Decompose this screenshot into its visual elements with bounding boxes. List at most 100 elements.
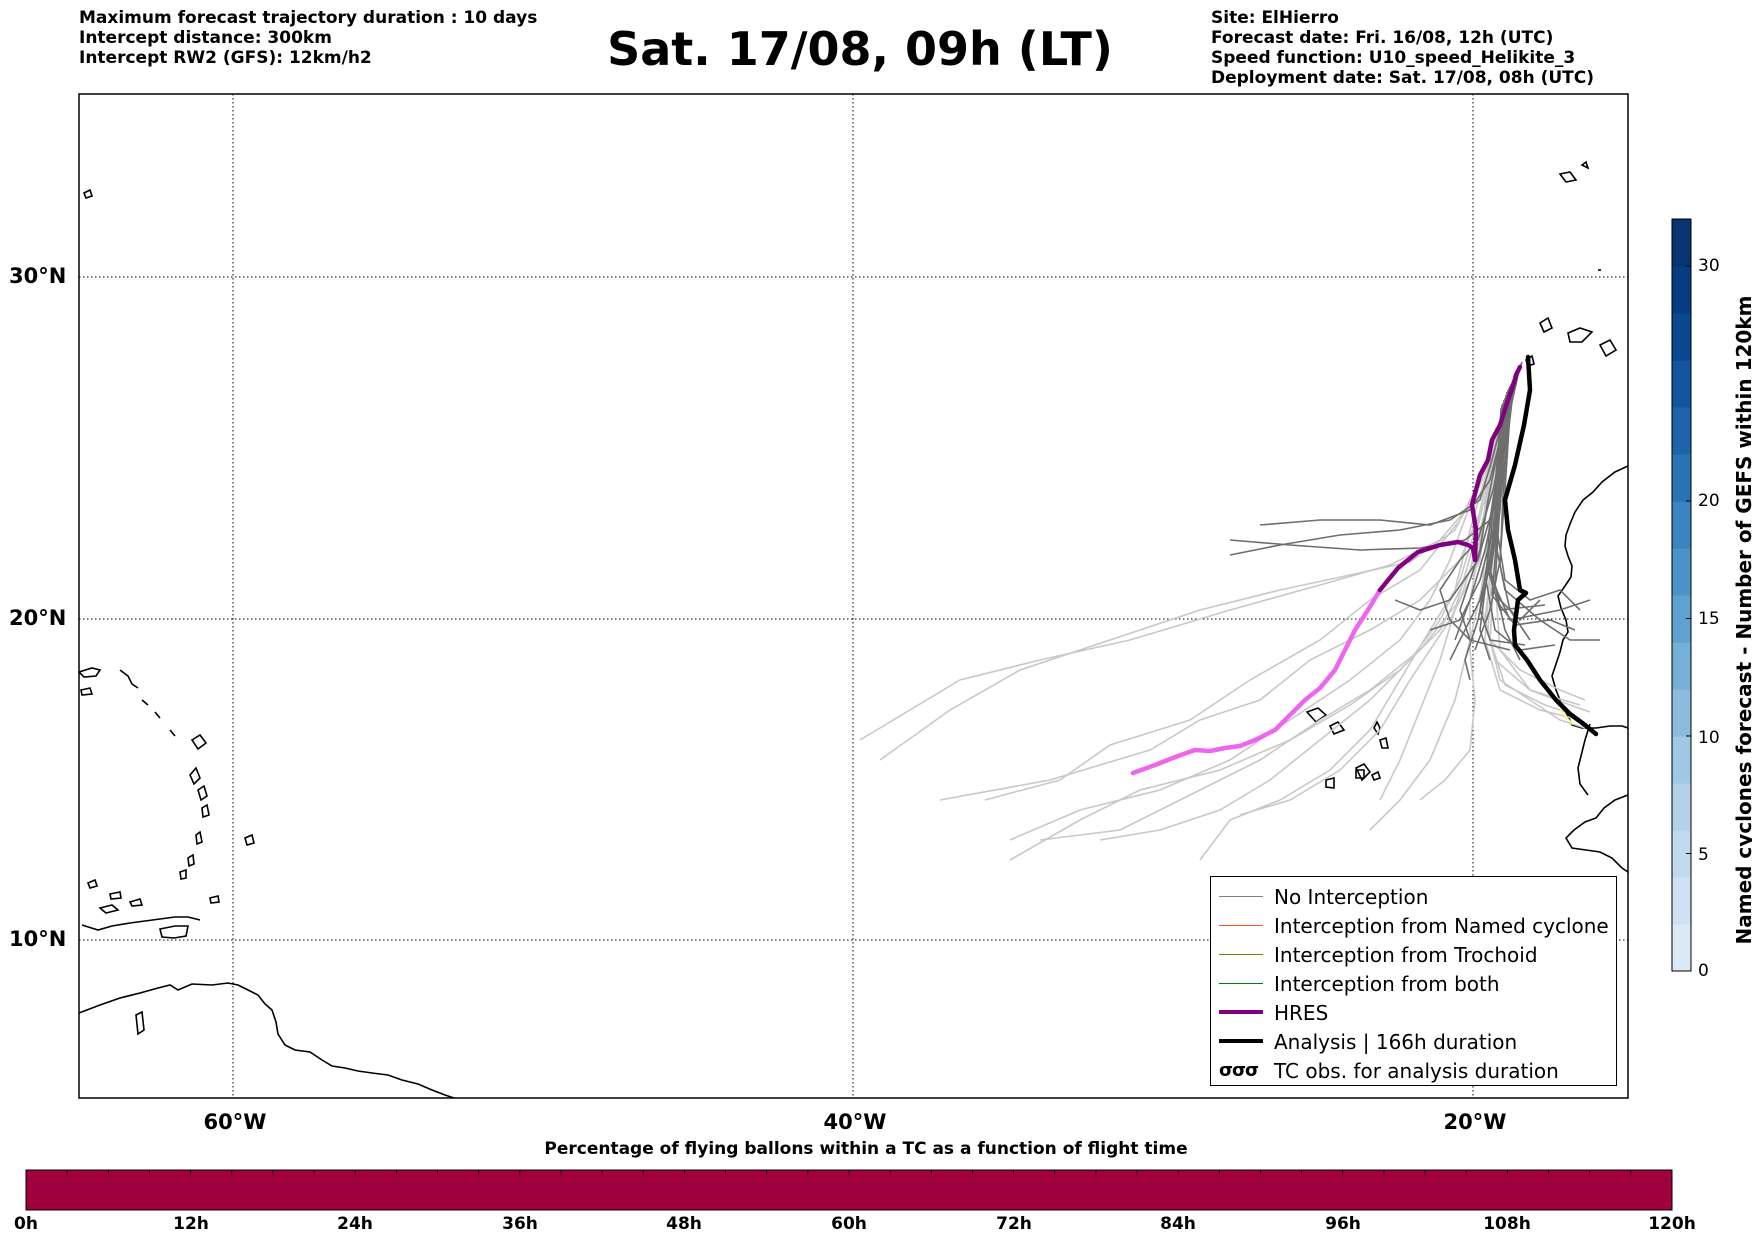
west-africa-coast xyxy=(1551,465,1628,729)
colorbar xyxy=(1671,218,1692,972)
cape-verde-4 xyxy=(1379,736,1389,749)
legend-swatch xyxy=(1219,1010,1263,1014)
colorbar-segment xyxy=(1672,501,1691,549)
legend-item: σσσ TC obs. for analysis duration xyxy=(1211,1057,1616,1085)
legend-item: HRES xyxy=(1211,999,1616,1027)
grenada-area xyxy=(135,1010,145,1036)
header-right-line: Forecast date: Fri. 16/08, 12h (UTC) xyxy=(1211,28,1554,48)
legend-swatch xyxy=(1219,925,1263,926)
lon-label: 20°W xyxy=(1443,1110,1507,1134)
venezuela-coast xyxy=(81,916,201,931)
percentage-bar-cell xyxy=(560,1170,603,1210)
percentage-bar-cell xyxy=(972,1170,1015,1210)
header-left-line: Intercept distance: 300km xyxy=(79,28,332,48)
percentage-bar-cell xyxy=(1178,1170,1220,1210)
canary-islands-3 xyxy=(1598,338,1618,358)
legend-item: Interception from Named cyclone xyxy=(1211,912,1616,940)
colorbar-tick: 0 xyxy=(1698,961,1709,981)
ensemble-track-no-interception xyxy=(1464,407,1502,681)
hres-track-late xyxy=(1130,587,1383,776)
colorbar-segment xyxy=(1672,595,1691,643)
colorbar-label: Named cyclones forecast - Number of GEFS… xyxy=(1732,295,1752,945)
antilles-small-2 xyxy=(209,895,220,904)
legend-swatch xyxy=(1219,1039,1263,1043)
colorbar-segment xyxy=(1672,219,1691,267)
legend-label: TC obs. for analysis duration xyxy=(1274,1059,1559,1083)
legend-label: Interception from Named cyclone xyxy=(1274,914,1609,938)
percentage-bar-title: Percentage of flying ballons within a TC… xyxy=(544,1139,1188,1159)
legend-item: No Interception xyxy=(1211,883,1616,911)
colorbar-segment xyxy=(1672,360,1691,408)
percentage-bar-cell xyxy=(1219,1170,1261,1210)
percentage-bar-cell xyxy=(602,1170,644,1210)
yellow-track-fragment xyxy=(1559,709,1574,725)
percentage-bar-cell xyxy=(807,1170,850,1210)
map-frame xyxy=(78,93,1629,1099)
ensemble-track-light xyxy=(1239,439,1496,816)
canary-islands-1 xyxy=(1538,316,1554,334)
hour-tick-label: 108h xyxy=(1483,1214,1531,1234)
virgin-islands xyxy=(80,687,94,696)
percentage-bar-cell xyxy=(190,1170,233,1210)
percentage-bar-cell xyxy=(1095,1170,1138,1210)
percentage-bar-cell xyxy=(478,1170,521,1210)
curacao-aruba xyxy=(86,878,122,900)
trinidad-island xyxy=(159,925,189,939)
lesser-antilles-6 xyxy=(187,853,195,868)
percentage-bar-cell xyxy=(26,1170,68,1210)
percentage-bar-cell xyxy=(1548,1170,1591,1210)
percentage-bar-cell xyxy=(1137,1170,1179,1210)
cape-verde-8 xyxy=(1370,770,1382,781)
south-america-coast xyxy=(79,982,457,1098)
percentage-bar-cell xyxy=(1342,1170,1385,1210)
cape-verde-2 xyxy=(1328,720,1346,736)
ensemble-track-no-interception xyxy=(1449,402,1504,661)
percentage-bar-cell xyxy=(67,1170,109,1210)
percentage-bar-cell xyxy=(849,1170,891,1210)
hres-track-early xyxy=(1377,364,1523,593)
ensemble-track-light xyxy=(1039,429,1497,841)
colorbar-frame xyxy=(1671,218,1692,972)
percentage-bar-cell xyxy=(1630,1170,1673,1210)
ensemble-track-light xyxy=(1099,374,1516,841)
legend-swatch xyxy=(1219,983,1263,984)
ensemble-track-light xyxy=(1199,379,1515,861)
colorbar-segment xyxy=(1672,689,1691,737)
colorbar-segment xyxy=(1672,407,1691,455)
senegal-coast xyxy=(1577,723,1591,796)
percentage-bar-cell xyxy=(355,1170,397,1210)
percentage-bar-cell xyxy=(725,1170,768,1210)
percentage-bar-cell xyxy=(396,1170,438,1210)
lon-label: 60°W xyxy=(203,1110,267,1134)
lesser-antilles-7 xyxy=(179,868,187,880)
percentage-bar-cell xyxy=(108,1170,150,1210)
colorbar-segment xyxy=(1672,454,1691,502)
percentage-bar-cell xyxy=(314,1170,356,1210)
canary-islands-2 xyxy=(1567,327,1594,343)
percentage-bar-cell xyxy=(437,1170,480,1210)
colorbar-segment xyxy=(1672,548,1691,596)
legend-item: Interception from both xyxy=(1211,970,1616,998)
lesser-antilles-4 xyxy=(201,803,210,819)
percentage-bar-cell xyxy=(149,1170,192,1210)
lat-label: 20°N xyxy=(9,606,67,630)
antilles-small-1 xyxy=(244,833,255,846)
cape-verde-3 xyxy=(1373,720,1381,736)
legend-label: Analysis | 166h duration xyxy=(1274,1030,1518,1054)
hour-tick-label: 120h xyxy=(1648,1214,1696,1234)
percentage-bar-cell xyxy=(1466,1170,1508,1210)
percentage-bar-cell xyxy=(1054,1170,1097,1210)
lat-label: 10°N xyxy=(9,927,67,951)
header-right-line: Site: ElHierro xyxy=(1211,8,1339,28)
hour-tick-label: 60h xyxy=(831,1214,867,1234)
bermuda xyxy=(82,188,94,199)
guinea-coast xyxy=(1564,794,1628,873)
legend-swatch xyxy=(1219,954,1263,955)
cape-verde-1 xyxy=(1305,707,1328,724)
percentage-bar-cell xyxy=(1013,1170,1056,1210)
hour-tick-label: 0h xyxy=(14,1214,38,1234)
legend-label: Interception from both xyxy=(1274,972,1500,996)
percentage-bar xyxy=(25,1169,1673,1211)
percentage-bar-cell xyxy=(931,1170,973,1210)
